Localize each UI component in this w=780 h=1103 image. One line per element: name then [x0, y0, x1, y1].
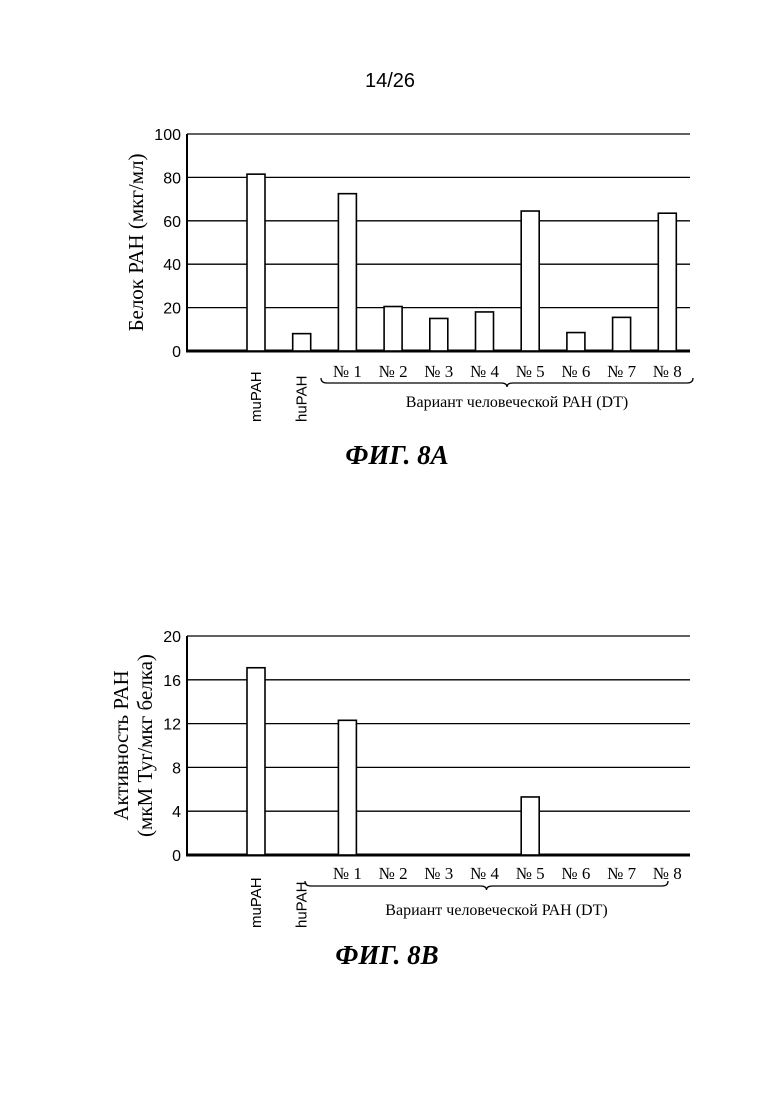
y-tick-label: 0: [172, 344, 181, 361]
x-tick-label: № 4: [470, 362, 499, 381]
x-tick-label: muPAH: [248, 877, 265, 928]
x-tick-label: huPAH: [294, 882, 311, 928]
y-tick-label: 12: [163, 717, 181, 734]
y-axis-label: Активность РАН: [109, 670, 133, 820]
x-tick-label: № 6: [561, 864, 590, 883]
x-tick-label: № 8: [653, 362, 682, 381]
x-tick-label: № 7: [607, 864, 636, 883]
bar: [293, 334, 311, 351]
chart-8b: 0 4 8 12 16 20 muPAH huPAH № 1 № 2 № 3 № 4 № 5 № 6 № 7…: [0, 620, 780, 1000]
x-tick-label: № 2: [379, 362, 408, 381]
y-axis-label: (мкМ Tyr/мкг белка): [133, 654, 157, 837]
bar: [338, 720, 356, 855]
y-tick-label: 0: [172, 848, 181, 865]
bar: [430, 318, 448, 351]
x-tick-label: huPAH: [294, 376, 311, 422]
bar: [521, 211, 539, 351]
x-tick-label: № 5: [516, 362, 545, 381]
x-tick-label: muPAH: [248, 371, 265, 422]
x-tick-label: № 2: [379, 864, 408, 883]
y-tick-label: 20: [163, 629, 181, 646]
x-tick-label: № 3: [424, 362, 453, 381]
figure-title: ФИГ. 8B: [335, 940, 438, 970]
bar: [476, 312, 494, 351]
x-tick-label: № 3: [424, 864, 453, 883]
bar: [247, 668, 265, 855]
y-tick-label: 8: [172, 760, 181, 777]
x-tick-label: № 5: [516, 864, 545, 883]
bar: [613, 317, 631, 351]
group-label: Вариант человеческой РАН (DT): [385, 902, 607, 919]
page-number: 14/26: [0, 70, 780, 93]
x-tick-label: № 4: [470, 864, 499, 883]
x-tick-label: № 1: [333, 864, 362, 883]
group-label: Вариант человеческой РАН (DT): [406, 394, 628, 411]
bar: [338, 194, 356, 351]
y-tick-label: 20: [163, 301, 181, 318]
bar: [521, 797, 539, 855]
y-tick-label: 16: [163, 673, 181, 690]
x-tick-label: № 1: [333, 362, 362, 381]
chart-8a: 0 20 40 60 80 100 muPAH huPAH № 1 № 2 № 3 № 4 № 5 № 6…: [0, 115, 780, 495]
bar: [384, 307, 402, 351]
x-tick-label: № 7: [607, 362, 636, 381]
y-axis-label: Белок РАН (мкг/мл): [124, 153, 148, 331]
figure-title: ФИГ. 8A: [345, 440, 448, 470]
bar: [567, 333, 585, 351]
y-tick-label: 80: [163, 170, 181, 187]
x-tick-label: № 8: [653, 864, 682, 883]
y-tick-label: 40: [163, 257, 181, 274]
y-tick-label: 100: [154, 127, 181, 144]
group-brace: [321, 378, 693, 387]
y-tick-label: 4: [172, 804, 181, 821]
bar: [658, 213, 676, 351]
x-tick-label: № 6: [561, 362, 590, 381]
y-tick-label: 60: [163, 214, 181, 231]
bar: [247, 174, 265, 351]
